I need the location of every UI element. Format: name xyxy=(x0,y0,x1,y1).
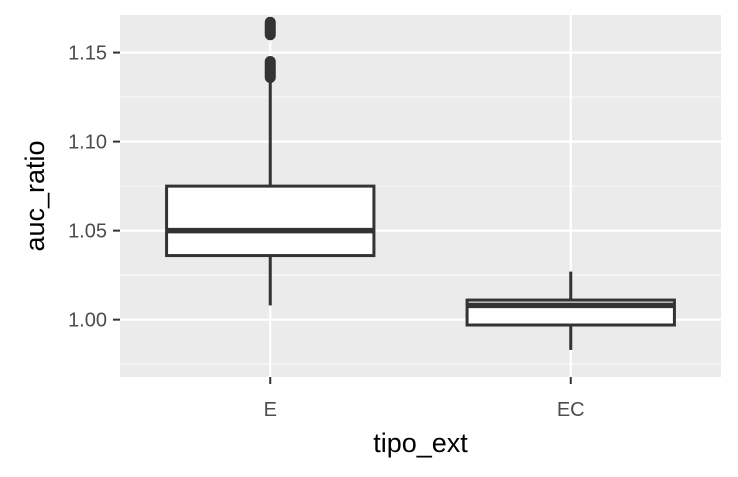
outlier-point xyxy=(264,16,276,28)
y-tick-label: 1.10 xyxy=(68,132,107,154)
y-tick-label: 1.15 xyxy=(68,43,107,65)
boxes xyxy=(165,16,676,350)
y-axis-title: auc_ratio xyxy=(20,140,50,251)
x-tick-label: E xyxy=(264,399,277,421)
x-tick-label: EC xyxy=(557,399,585,421)
box-EC xyxy=(465,271,676,350)
y-tick-label: 1.05 xyxy=(68,221,107,243)
box-E xyxy=(165,16,376,306)
x-axis-title: tipo_ext xyxy=(373,428,468,458)
box-iqr xyxy=(165,184,376,258)
y-axis: 1.00 1.05 1.10 1.15 xyxy=(68,43,120,332)
y-tick-label: 1.00 xyxy=(68,310,107,332)
outlier-point xyxy=(264,55,276,67)
x-axis: E EC xyxy=(264,377,585,421)
